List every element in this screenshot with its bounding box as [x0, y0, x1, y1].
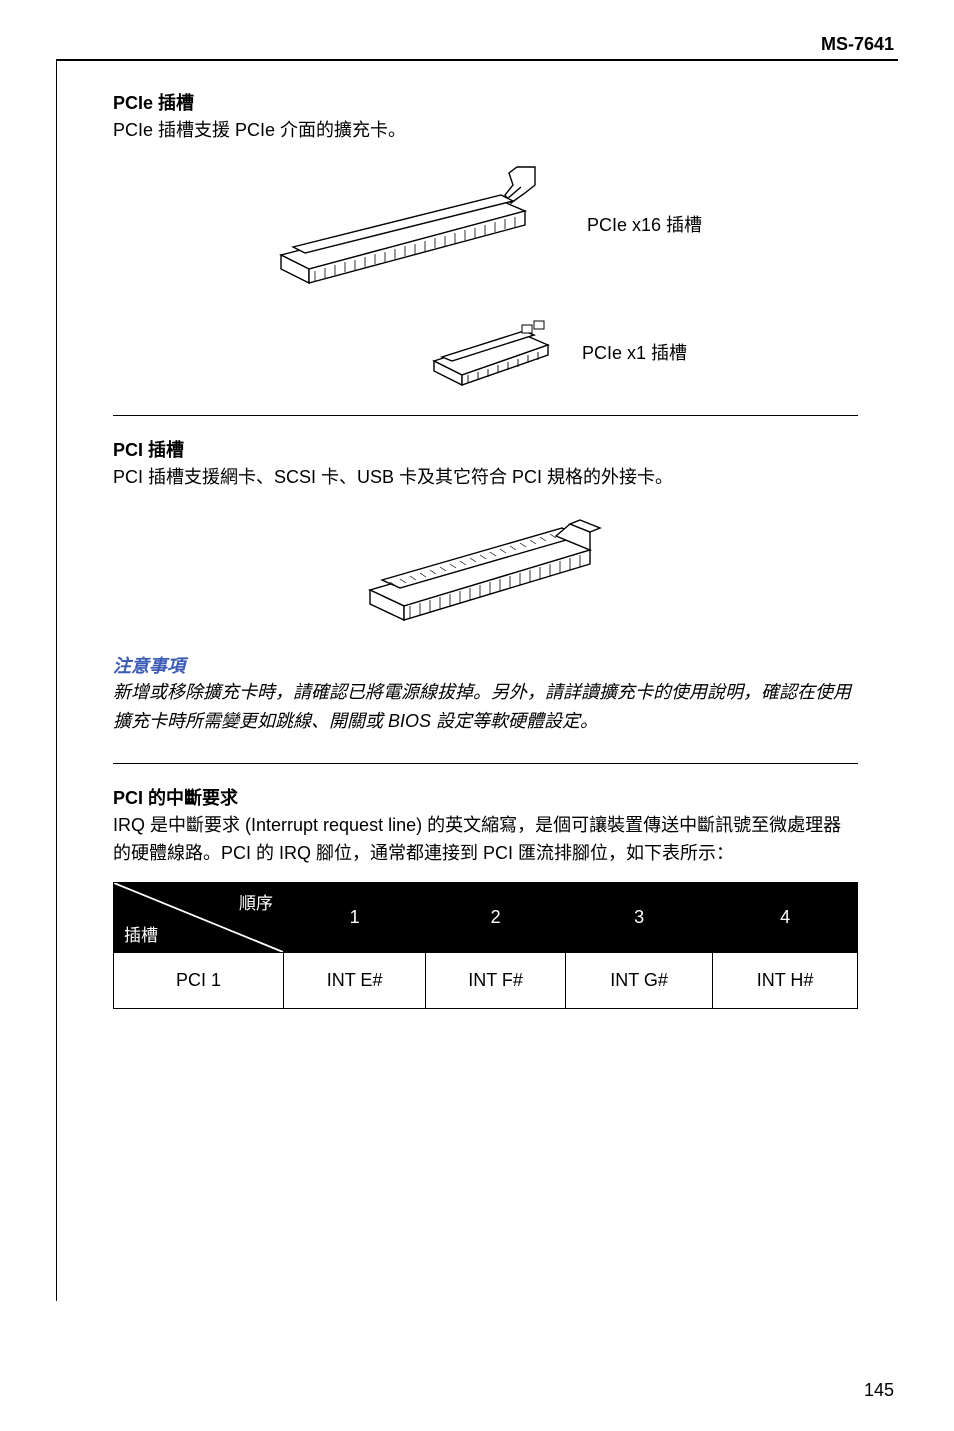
col-1: 1 [284, 883, 426, 953]
note-body: 新增或移除擴充卡時，請確認已將電源線拔掉。另外，請詳讀擴充卡的使用說明，確認在使… [113, 678, 858, 736]
cell-3: INT G# [565, 953, 712, 1009]
page: MS-7641 PCIe 插槽 PCIe 插槽支援 PCIe 介面的擴充卡。 [0, 0, 954, 1431]
content-frame: PCIe 插槽 PCIe 插槽支援 PCIe 介面的擴充卡。 [56, 61, 898, 1301]
pcie-x1-label: PCIe x1 插槽 [582, 339, 687, 365]
pci-figure [113, 506, 858, 626]
irq-title: PCI 的中斷要求 [113, 784, 858, 810]
cell-2: INT F# [426, 953, 566, 1009]
irq-body: IRQ 是中斷要求 (Interrupt request line) 的英文縮寫… [113, 812, 858, 868]
col-4: 4 [713, 883, 858, 953]
cell-4: INT H# [713, 953, 858, 1009]
pcie-x1-icon [424, 317, 564, 387]
pci-title: PCI 插槽 [113, 436, 858, 462]
pcie-title: PCIe 插槽 [113, 89, 858, 115]
pci-slot-icon [356, 506, 616, 626]
pcie-x16-label: PCIe x16 插槽 [587, 211, 702, 237]
diag-bot-label: 插槽 [124, 921, 158, 946]
diag-header-cell: 順序 插槽 [114, 883, 284, 953]
pcie-desc: PCIe 插槽支援 PCIe 介面的擴充卡。 [113, 117, 858, 145]
col-2: 2 [426, 883, 566, 953]
pcie-x1-row: PCIe x1 插槽 [424, 317, 687, 387]
col-3: 3 [565, 883, 712, 953]
pcie-x16-row: PCIe x16 插槽 [269, 159, 702, 289]
table-header-row: 順序 插槽 1 2 3 4 [114, 883, 858, 953]
pci-desc: PCI 插槽支援網卡、SCSI 卡、USB 卡及其它符合 PCI 規格的外接卡。 [113, 464, 858, 492]
pcie-x16-icon [269, 159, 569, 289]
divider-2 [113, 763, 858, 764]
page-number: 145 [864, 1380, 894, 1401]
divider-1 [113, 415, 858, 416]
cell-1: INT E# [284, 953, 426, 1009]
table-row: PCI 1 INT E# INT F# INT G# INT H# [114, 953, 858, 1009]
irq-table: 順序 插槽 1 2 3 4 PCI 1 INT E# INT F# INT G#… [113, 882, 858, 1009]
pcie-figures: PCIe x16 插槽 [113, 159, 858, 387]
header-model: MS-7641 [56, 34, 898, 55]
row-label: PCI 1 [114, 953, 284, 1009]
note-title: 注意事項 [113, 652, 858, 678]
diag-top-label: 順序 [239, 889, 273, 914]
